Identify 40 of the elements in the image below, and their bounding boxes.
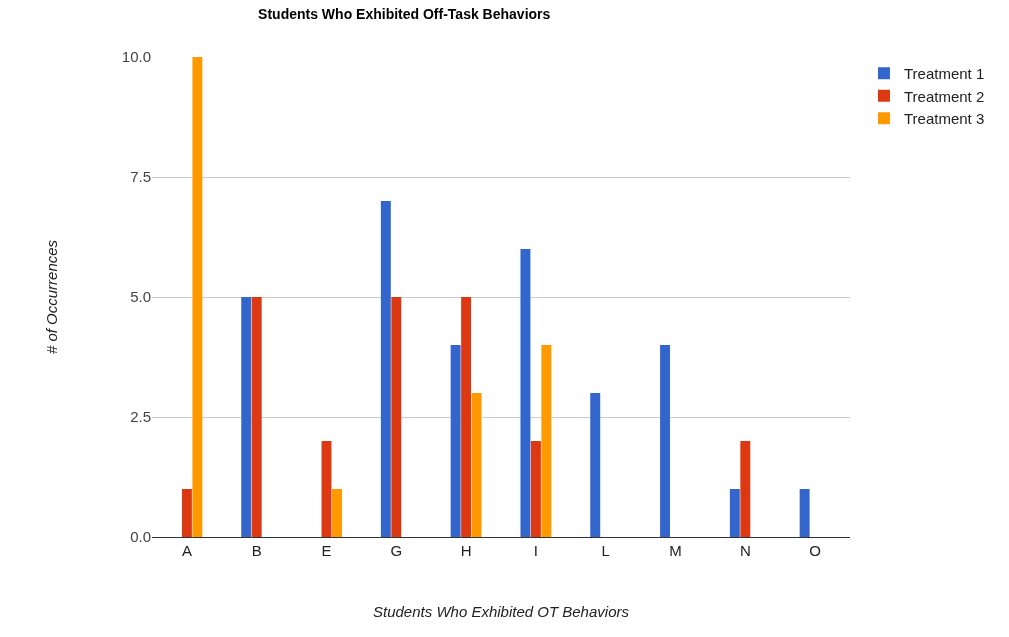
bar (799, 489, 810, 537)
bar (729, 489, 740, 537)
bar (520, 249, 531, 537)
legend-label: Treatment 1 (903, 65, 985, 83)
y-tick-label: 5.0 (130, 288, 151, 306)
y-tick-label: 7.5 (130, 168, 151, 186)
bar (321, 441, 332, 537)
y-tick-label: 10.0 (121, 48, 151, 66)
y-axis-title: # of Occurrences (43, 239, 61, 355)
bar (192, 57, 203, 537)
bar (740, 441, 751, 537)
bar (251, 297, 262, 537)
x-tick-label: M (669, 542, 682, 559)
bar (391, 297, 402, 537)
bar (530, 441, 541, 537)
x-tick-label: G (390, 542, 403, 559)
x-tick-label: L (601, 542, 610, 559)
bar (461, 297, 472, 537)
bar (380, 201, 391, 537)
x-axis-title: Students Who Exhibited OT Behaviors (373, 603, 630, 620)
x-tick-label: N (739, 542, 751, 559)
bar (660, 345, 670, 537)
x-tick-label: E (321, 542, 332, 559)
bar (541, 345, 552, 537)
bar (332, 489, 342, 537)
y-tick-label: 0.0 (130, 528, 151, 546)
x-tick-label: I (533, 542, 538, 559)
bar (590, 393, 601, 537)
x-tick-label: O (809, 542, 821, 559)
chart-title: Students Who Exhibited Off-Task Behaviors (258, 6, 551, 23)
x-tick-label: B (251, 542, 262, 559)
bar (181, 489, 192, 537)
legend-label: Treatment 2 (903, 87, 985, 105)
bar (241, 297, 252, 537)
bar (471, 393, 482, 537)
bar (450, 345, 461, 537)
y-tick-label: 2.5 (130, 408, 151, 426)
x-tick-label: A (181, 542, 192, 559)
x-tick-label: H (460, 542, 472, 559)
legend-label: Treatment 3 (903, 110, 985, 128)
